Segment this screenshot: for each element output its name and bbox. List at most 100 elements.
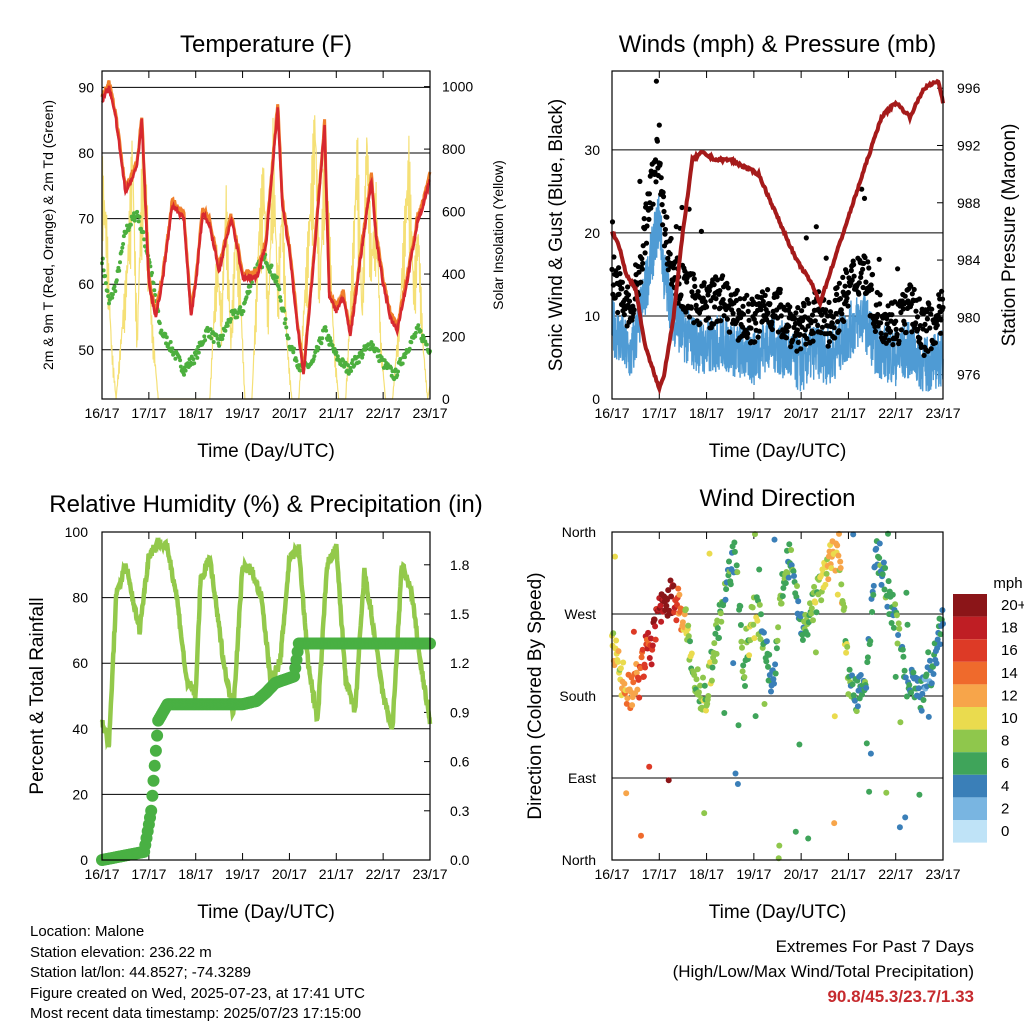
direction-point <box>884 603 891 610</box>
dewpoint-point <box>323 325 328 330</box>
gust-point <box>934 322 940 328</box>
direction-point <box>889 591 896 598</box>
x-tick-label: 18/17 <box>689 405 724 421</box>
gust-point <box>720 273 726 279</box>
y-tick-label: 0 <box>592 391 600 407</box>
direction-point <box>697 682 704 689</box>
direction-point <box>900 653 907 660</box>
direction-point <box>919 690 926 697</box>
direction-point <box>869 609 876 615</box>
winds-title: Winds (mph) & Pressure (mb) <box>619 31 936 58</box>
gust-point <box>746 317 752 323</box>
dewpoint-point <box>114 278 119 283</box>
gust-point <box>653 179 659 185</box>
gust-point <box>914 314 921 320</box>
direction-point <box>880 559 887 566</box>
dewpoint-point <box>396 369 400 374</box>
gust-point <box>688 305 695 311</box>
gust-point <box>909 329 915 335</box>
gust-point <box>913 308 919 314</box>
x-tick-label: 18/17 <box>178 866 213 882</box>
direction-point <box>714 625 721 632</box>
direction-point <box>818 597 825 604</box>
y-tick-label: 80 <box>78 145 94 161</box>
direction-point <box>623 700 630 707</box>
dewpoint-point <box>241 309 246 314</box>
winds-ylabel: Sonic Wind & Gust (Blue, Black) <box>546 99 567 371</box>
dewpoint-point <box>274 275 279 280</box>
gust-point <box>760 298 766 305</box>
dewpoint-point <box>332 347 337 351</box>
dewpoint-point <box>107 301 111 306</box>
gust-point <box>662 231 668 237</box>
direction-point <box>899 646 906 653</box>
direction-point <box>788 547 795 553</box>
direction-point <box>782 580 789 587</box>
direction-point <box>733 562 740 569</box>
gust-point <box>631 307 637 313</box>
dewpoint-point <box>278 298 283 303</box>
gust-point <box>884 315 890 322</box>
gust-point <box>644 223 650 229</box>
dewpoint-point <box>330 343 335 348</box>
temp-2m-line <box>101 85 431 375</box>
direction-point <box>723 586 730 593</box>
direction-point <box>876 555 883 561</box>
gust-point <box>844 295 850 301</box>
speed-legend: mph 20+ 18 16 14 12 10 8 6 4 2 0 <box>953 575 1024 843</box>
gust-point <box>813 224 819 230</box>
extremes-values: 90.8/45.3/23.7/1.33 <box>827 987 974 1006</box>
gust-point <box>872 328 879 334</box>
direction-point <box>636 694 643 701</box>
gust-point <box>720 297 726 303</box>
gust-point <box>909 291 915 297</box>
x-tick-label: 17/17 <box>642 405 677 421</box>
x-tick-label: 16/17 <box>594 405 629 421</box>
gust-point <box>717 288 723 294</box>
gust-point <box>762 292 768 298</box>
panel-humidity: Relative Humidity (%) & Precipitation (i… <box>27 491 483 923</box>
dewpoint-point <box>220 337 225 341</box>
direction-point <box>810 617 816 624</box>
gust-point <box>783 335 790 341</box>
gust-point <box>838 307 844 313</box>
gust-point <box>745 331 751 337</box>
direction-point <box>735 722 742 729</box>
rh-ylabel: Percent & Total Rainfall <box>27 597 48 794</box>
dewpoint-point <box>159 328 164 333</box>
dewpoint-point <box>367 342 372 347</box>
x-tick-label: 18/17 <box>178 405 213 421</box>
dewpoint-point <box>398 357 403 361</box>
humidity-title: Relative Humidity (%) & Precipitation (i… <box>49 491 482 518</box>
direction-point <box>614 658 621 665</box>
gust-point <box>619 286 625 292</box>
humidity-xlabel: Time (Day/UTC) <box>197 902 335 923</box>
direction-point <box>635 676 642 683</box>
extremes-subtitle: (High/Low/Max Wind/Total Precipitation) <box>672 962 974 981</box>
precip-point <box>146 789 159 802</box>
gust-point <box>619 279 626 285</box>
direction-point <box>675 585 682 592</box>
gust-point <box>690 271 696 277</box>
direction-point <box>804 631 811 638</box>
gust-point <box>802 327 809 333</box>
dewpoint-point <box>152 288 157 293</box>
direction-point <box>808 605 815 612</box>
y-tick-label: 30 <box>584 142 600 158</box>
dewpoint-point <box>247 289 252 294</box>
y-tick-label: East <box>568 770 596 786</box>
gust-point <box>668 235 674 242</box>
gust-point <box>837 296 844 302</box>
gust-point <box>759 289 766 295</box>
gust-point <box>893 326 899 332</box>
gust-point <box>638 279 644 285</box>
gust-point <box>625 284 631 290</box>
direction-point <box>638 832 644 839</box>
direction-point <box>664 596 670 603</box>
dewpoint-point <box>142 237 147 242</box>
dewpoint-point <box>350 358 355 363</box>
gust-point <box>639 266 645 272</box>
gust-point <box>753 320 759 326</box>
plot-border <box>101 70 431 400</box>
